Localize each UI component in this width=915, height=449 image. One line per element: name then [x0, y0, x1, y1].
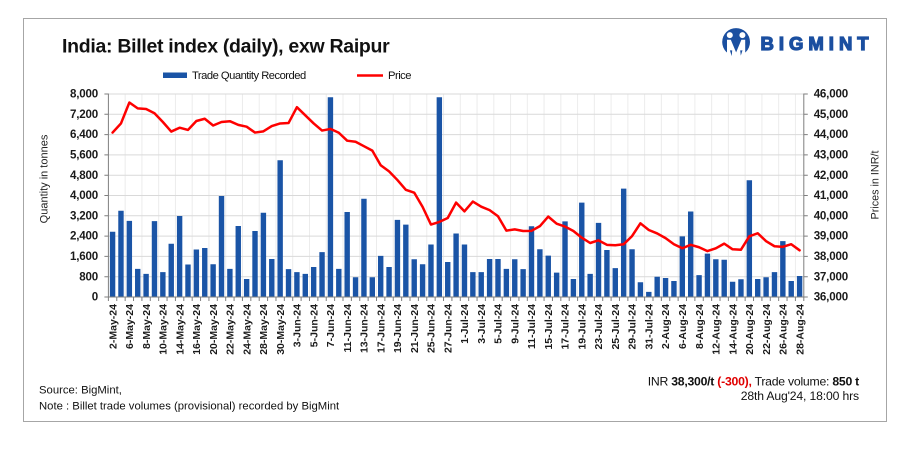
svg-text:39,000: 39,000	[814, 230, 848, 243]
svg-text:21-Jun-24: 21-Jun-24	[409, 304, 421, 353]
svg-text:5-Jun-24: 5-Jun-24	[308, 304, 320, 347]
svg-text:12-Aug-24: 12-Aug-24	[711, 304, 723, 355]
svg-text:40,000: 40,000	[814, 209, 848, 222]
svg-text:20-Aug-24: 20-Aug-24	[744, 304, 756, 355]
svg-text:8,000: 8,000	[70, 88, 98, 101]
svg-text:22-May-24: 22-May-24	[225, 304, 237, 355]
svg-text:44,000: 44,000	[814, 128, 848, 141]
svg-text:Trade Quantity Recorded: Trade Quantity Recorded	[192, 70, 306, 82]
svg-text:10-May-24: 10-May-24	[158, 304, 170, 355]
svg-text:43,000: 43,000	[814, 149, 848, 162]
svg-text:41,000: 41,000	[814, 189, 848, 202]
svg-text:Price: Price	[388, 70, 411, 82]
svg-text:Quantity in tonnes: Quantity in tonnes	[38, 134, 50, 223]
svg-text:38,000: 38,000	[814, 250, 848, 263]
svg-text:Note : Billet trade volumes (p: Note : Billet trade volumes (provisional…	[39, 401, 340, 413]
svg-text:42,000: 42,000	[814, 169, 848, 182]
svg-text:India: Billet index (daily), e: India: Billet index (daily), exw Raipur	[62, 36, 390, 58]
svg-text:19-Jun-24: 19-Jun-24	[392, 304, 404, 353]
svg-text:6,400: 6,400	[70, 128, 98, 141]
svg-text:6-Aug-24: 6-Aug-24	[677, 304, 689, 349]
svg-text:14-May-24: 14-May-24	[174, 304, 186, 355]
svg-text:8-May-24: 8-May-24	[141, 304, 153, 349]
svg-text:5-Jul-24: 5-Jul-24	[493, 304, 505, 344]
svg-text:2-Aug-24: 2-Aug-24	[660, 304, 672, 349]
svg-text:13-Jun-24: 13-Jun-24	[359, 304, 371, 353]
svg-text:11-Jun-24: 11-Jun-24	[342, 304, 354, 353]
svg-text:Prices in INR/t: Prices in INR/t	[869, 151, 881, 220]
svg-text:1,600: 1,600	[70, 250, 98, 263]
svg-text:800: 800	[79, 270, 98, 283]
svg-text:30-May-24: 30-May-24	[275, 304, 287, 355]
svg-text:17-Jul-24: 17-Jul-24	[560, 304, 572, 350]
svg-text:11-Jul-24: 11-Jul-24	[526, 304, 538, 349]
svg-text:25-Jun-24: 25-Jun-24	[426, 304, 438, 353]
svg-text:28th Aug'24, 18:00 hrs: 28th Aug'24, 18:00 hrs	[741, 389, 859, 403]
svg-text:22-Aug-24: 22-Aug-24	[761, 304, 773, 355]
svg-text:24-May-24: 24-May-24	[241, 304, 253, 355]
svg-text:5,600: 5,600	[70, 149, 98, 162]
svg-text:15-Jul-24: 15-Jul-24	[543, 304, 555, 350]
svg-text:3-Jul-24: 3-Jul-24	[476, 304, 488, 344]
svg-text:31-Jul-24: 31-Jul-24	[644, 304, 656, 350]
svg-text:19-Jul-24: 19-Jul-24	[576, 304, 588, 350]
svg-text:3,200: 3,200	[70, 209, 98, 222]
svg-text:16-May-24: 16-May-24	[191, 304, 203, 355]
svg-text:0: 0	[92, 291, 98, 304]
svg-text:Source: BigMint,: Source: BigMint,	[39, 385, 122, 397]
svg-text:29-Jul-24: 29-Jul-24	[627, 304, 639, 350]
svg-text:2-May-24: 2-May-24	[107, 304, 119, 349]
svg-text:25-Jul-24: 25-Jul-24	[610, 304, 622, 350]
svg-text:14-Aug-24: 14-Aug-24	[727, 304, 739, 355]
svg-text:23-Jul-24: 23-Jul-24	[593, 304, 605, 350]
svg-text:4,800: 4,800	[70, 169, 98, 182]
svg-text:37,000: 37,000	[814, 270, 848, 283]
svg-text:17-Jun-24: 17-Jun-24	[375, 304, 387, 353]
svg-text:3-Jun-24: 3-Jun-24	[292, 304, 304, 347]
svg-text:26-Aug-24: 26-Aug-24	[778, 304, 790, 355]
svg-text:6-May-24: 6-May-24	[124, 304, 136, 349]
svg-text:8-Aug-24: 8-Aug-24	[694, 304, 706, 349]
svg-text:20-May-24: 20-May-24	[208, 304, 220, 355]
svg-text:45,000: 45,000	[814, 108, 848, 121]
svg-text:1-Jul-24: 1-Jul-24	[459, 304, 471, 344]
svg-text:28-Aug-24: 28-Aug-24	[794, 304, 806, 355]
svg-text:36,000: 36,000	[814, 291, 848, 304]
svg-text:9-Jul-24: 9-Jul-24	[509, 304, 521, 344]
svg-text:7,200: 7,200	[70, 108, 98, 121]
svg-text:4,000: 4,000	[70, 189, 98, 202]
svg-text:7-Jun-24: 7-Jun-24	[325, 304, 337, 347]
svg-text:27-Jun-24: 27-Jun-24	[442, 304, 454, 353]
svg-text:INR 38,300/t (-300), Trade vol: INR 38,300/t (-300), Trade volume: 850 t	[648, 375, 859, 389]
svg-text:BIGMINT: BIGMINT	[761, 33, 874, 54]
svg-text:28-May-24: 28-May-24	[258, 304, 270, 355]
svg-text:2,400: 2,400	[70, 230, 98, 243]
svg-text:46,000: 46,000	[814, 88, 848, 101]
